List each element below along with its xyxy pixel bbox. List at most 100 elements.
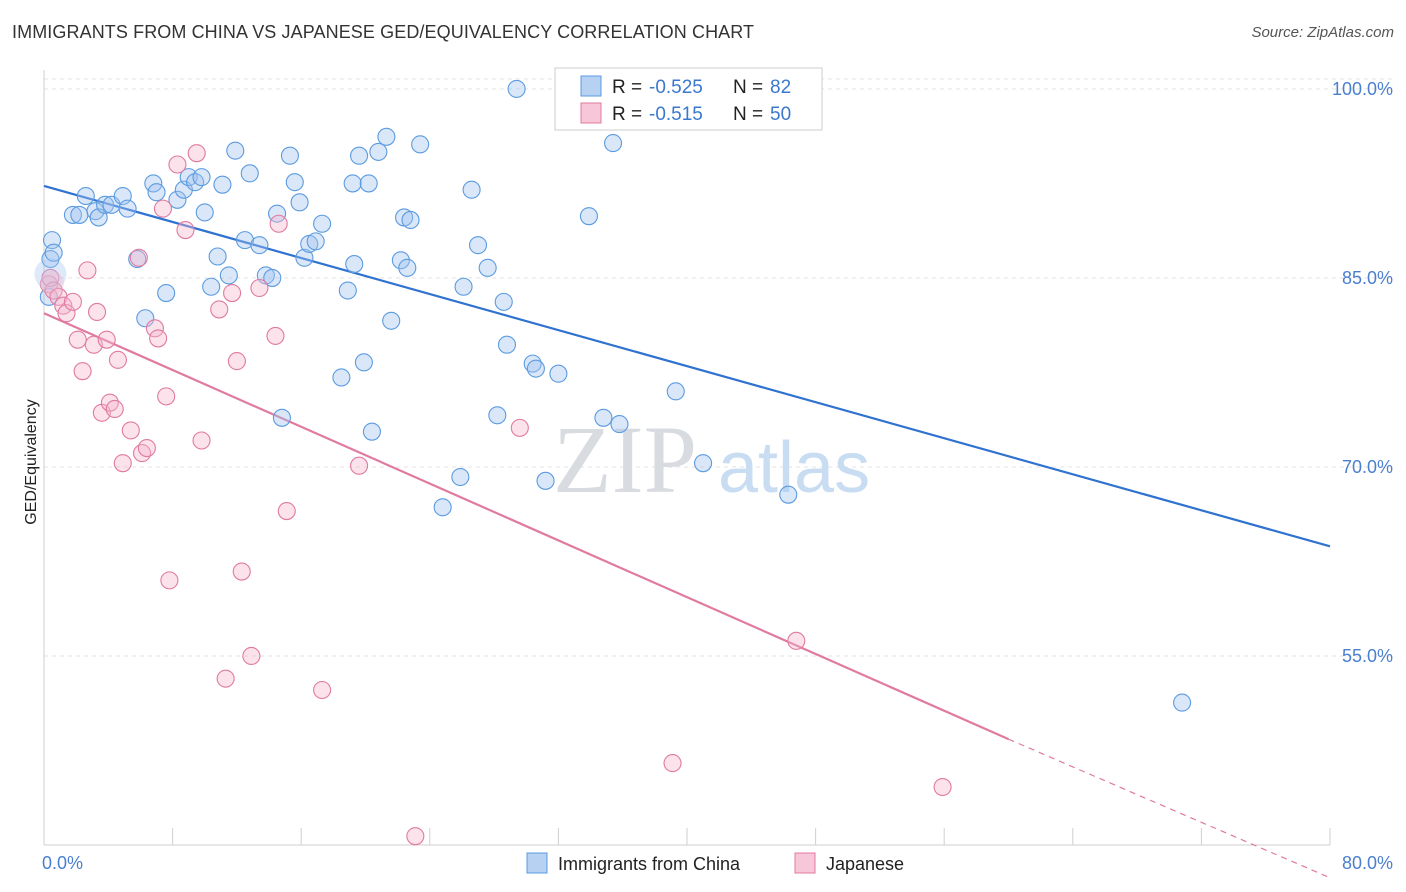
point-japanese	[210, 300, 229, 319]
point-japanese	[97, 330, 116, 349]
point-china	[39, 287, 58, 306]
point-china	[192, 168, 211, 187]
point-japanese	[68, 330, 87, 349]
point-china	[451, 467, 470, 487]
point-cluster-china	[34, 258, 67, 291]
point-japanese	[145, 319, 164, 338]
point-china	[136, 309, 155, 328]
point-china	[779, 485, 798, 504]
point-china	[285, 173, 304, 192]
x-tick-label-max: 80.0%	[1342, 853, 1393, 873]
point-china	[398, 258, 417, 277]
point-japanese	[266, 326, 285, 345]
point-china	[263, 268, 282, 287]
point-china	[494, 292, 513, 311]
watermark-atlas: atlas	[718, 428, 870, 508]
point-china	[272, 408, 291, 427]
point-china	[433, 498, 452, 517]
point-china	[382, 311, 401, 330]
point-china	[338, 281, 357, 300]
point-japanese	[133, 444, 152, 463]
y-axis-title: GED/Equivalency	[23, 399, 40, 524]
point-china	[523, 354, 542, 373]
point-japanese	[250, 278, 269, 298]
trend-line-extension-japanese	[1008, 738, 1331, 879]
point-japanese	[176, 220, 195, 240]
point-china	[462, 180, 481, 199]
point-japanese	[49, 287, 68, 306]
point-china	[306, 232, 325, 251]
point-china	[694, 454, 713, 473]
watermark-zip: ZIP	[553, 406, 697, 513]
point-china	[488, 406, 507, 425]
point-china	[604, 134, 623, 153]
bottom-legend-label-china: Immigrants from China	[558, 854, 741, 874]
point-china	[76, 186, 95, 206]
point-japanese	[192, 431, 211, 450]
point-china	[195, 203, 214, 222]
point-japanese	[663, 754, 682, 773]
point-china	[1173, 693, 1192, 712]
y-tick-label: 100.0%	[1332, 79, 1393, 99]
y-tick-labels: 55.0% 70.0% 85.0% 100.0%	[1332, 79, 1393, 666]
point-china	[345, 255, 364, 274]
point-china	[280, 146, 299, 165]
point-japanese	[78, 261, 97, 280]
legend-r-value-china: -0.525	[649, 77, 703, 98]
data-points	[34, 79, 1192, 846]
point-china	[235, 231, 254, 250]
point-china	[478, 258, 497, 277]
point-china	[118, 199, 137, 218]
point-japanese	[168, 155, 187, 174]
point-china	[411, 135, 430, 154]
trend-lines	[43, 184, 1331, 879]
point-japanese	[242, 646, 261, 666]
series-legend: Immigrants from China Japanese	[526, 852, 904, 874]
legend-r-label-china: R =	[612, 77, 642, 98]
legend-swatch-japanese	[580, 102, 602, 124]
bottom-legend-label-japanese: Japanese	[826, 854, 904, 874]
point-china	[354, 353, 373, 372]
point-china	[594, 408, 613, 427]
legend-r-value-japanese: -0.515	[649, 104, 703, 125]
point-japanese	[73, 362, 92, 381]
legend-n-value-japanese: 50	[770, 104, 791, 125]
point-china	[226, 141, 245, 160]
point-japanese	[313, 680, 332, 700]
legend-swatch-china	[580, 75, 602, 97]
point-china	[219, 266, 238, 285]
point-china	[240, 164, 259, 183]
x-tick-label-min: 0.0%	[42, 853, 83, 873]
point-china	[295, 248, 314, 267]
point-japanese	[129, 248, 148, 267]
point-japanese	[105, 399, 124, 419]
point-china	[359, 174, 378, 193]
correlation-legend: R = -0.525 N = 82 R = -0.515 N = 50	[554, 67, 823, 131]
point-china	[454, 277, 473, 296]
axes	[43, 70, 1331, 846]
point-cluster-japanese	[40, 270, 65, 295]
point-china	[579, 207, 598, 226]
point-china	[157, 283, 176, 303]
point-japanese	[933, 777, 952, 797]
point-japanese	[406, 827, 425, 846]
point-japanese	[137, 438, 156, 458]
point-china	[507, 79, 526, 98]
source-label: Source: ZipAtlas.com	[1251, 24, 1394, 41]
point-japanese	[187, 144, 206, 163]
point-china	[350, 146, 369, 165]
point-china	[536, 471, 555, 490]
point-china	[549, 364, 568, 383]
legend-n-label-japanese: N =	[733, 104, 763, 125]
trend-line-china	[43, 184, 1331, 548]
point-japanese	[277, 502, 296, 521]
point-china	[343, 174, 362, 193]
legend-n-label-china: N =	[733, 77, 763, 98]
trend-line-japanese	[43, 312, 1009, 741]
point-japanese	[39, 275, 58, 294]
point-japanese	[157, 387, 176, 406]
point-china	[610, 415, 629, 434]
point-china	[666, 382, 685, 401]
point-japanese	[108, 350, 127, 369]
point-japanese	[227, 352, 246, 371]
